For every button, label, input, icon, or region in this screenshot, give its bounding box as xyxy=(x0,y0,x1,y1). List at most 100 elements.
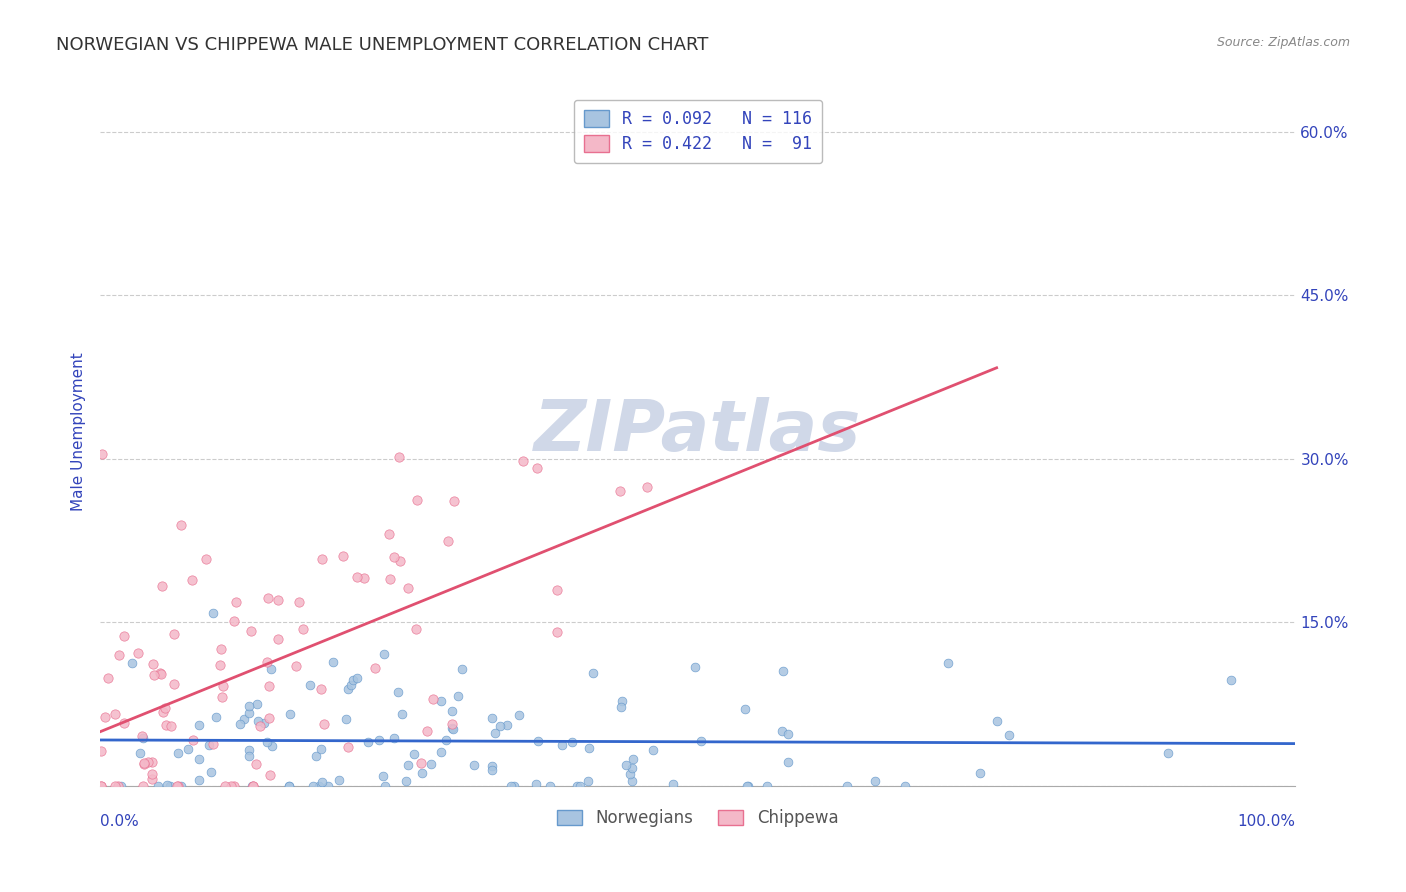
Point xyxy=(232,712,254,726)
Point xyxy=(256,591,278,606)
Point xyxy=(373,779,395,793)
Point xyxy=(302,779,325,793)
Point xyxy=(167,746,190,760)
Point xyxy=(484,726,506,740)
Text: 100.0%: 100.0% xyxy=(1237,814,1295,830)
Point xyxy=(434,733,457,747)
Point xyxy=(311,552,333,566)
Point xyxy=(181,573,204,587)
Point xyxy=(142,668,165,682)
Point xyxy=(181,733,204,747)
Point xyxy=(512,454,534,468)
Point xyxy=(166,779,188,793)
Point xyxy=(131,731,153,746)
Point xyxy=(219,779,242,793)
Point xyxy=(198,738,221,752)
Point xyxy=(527,733,550,747)
Point xyxy=(481,763,503,777)
Point xyxy=(447,690,470,704)
Point xyxy=(242,779,264,793)
Point xyxy=(240,624,263,638)
Point xyxy=(132,779,155,793)
Point xyxy=(200,764,222,779)
Point xyxy=(546,583,568,598)
Point xyxy=(277,779,299,793)
Point xyxy=(146,779,169,793)
Point xyxy=(389,554,412,568)
Point xyxy=(177,742,200,756)
Point xyxy=(256,655,278,669)
Point xyxy=(287,595,309,609)
Point xyxy=(229,717,252,731)
Point xyxy=(166,779,188,793)
Point xyxy=(211,690,233,704)
Point xyxy=(170,779,193,793)
Point xyxy=(152,705,174,719)
Point xyxy=(1219,673,1241,688)
Y-axis label: Male Unemployment: Male Unemployment xyxy=(72,352,86,511)
Point xyxy=(314,716,336,731)
Point xyxy=(437,533,460,548)
Point xyxy=(619,766,641,780)
Point xyxy=(382,549,405,564)
Point xyxy=(756,779,779,793)
Point xyxy=(187,718,209,732)
Point xyxy=(155,701,177,715)
Point xyxy=(737,779,759,793)
Point xyxy=(863,774,886,789)
Point xyxy=(551,739,574,753)
Point xyxy=(127,646,149,660)
Point xyxy=(257,711,280,725)
Point xyxy=(136,755,159,769)
Point xyxy=(94,710,117,724)
Point xyxy=(240,779,263,793)
Point xyxy=(155,718,177,732)
Point xyxy=(335,712,357,726)
Point xyxy=(481,711,503,725)
Point xyxy=(262,739,284,753)
Point xyxy=(489,718,512,732)
Point xyxy=(441,721,464,735)
Point xyxy=(309,742,332,756)
Point xyxy=(107,648,129,662)
Point xyxy=(998,728,1021,742)
Point xyxy=(222,779,245,793)
Point xyxy=(416,724,439,739)
Point xyxy=(104,779,127,793)
Point xyxy=(346,570,368,584)
Point xyxy=(685,660,707,674)
Point xyxy=(163,627,186,641)
Point xyxy=(141,772,163,787)
Point xyxy=(623,752,645,766)
Point xyxy=(214,779,236,793)
Point xyxy=(576,773,599,788)
Point xyxy=(201,606,224,620)
Point xyxy=(609,483,631,498)
Point xyxy=(187,772,209,787)
Point xyxy=(149,666,172,681)
Point xyxy=(524,777,547,791)
Text: 0.0%: 0.0% xyxy=(100,814,139,830)
Point xyxy=(382,731,405,746)
Text: NORWEGIAN VS CHIPPEWA MALE UNEMPLOYMENT CORRELATION CHART: NORWEGIAN VS CHIPPEWA MALE UNEMPLOYMENT … xyxy=(56,36,709,54)
Point xyxy=(160,719,183,733)
Point xyxy=(159,779,181,793)
Point xyxy=(342,673,364,687)
Point xyxy=(332,549,354,563)
Point xyxy=(97,671,120,685)
Point xyxy=(772,665,794,679)
Point xyxy=(430,745,453,759)
Point xyxy=(662,776,685,790)
Point xyxy=(328,773,350,788)
Point xyxy=(734,702,756,716)
Point xyxy=(567,779,589,793)
Point xyxy=(620,774,643,789)
Point xyxy=(195,551,218,566)
Point xyxy=(894,779,917,793)
Point xyxy=(986,714,1008,729)
Point xyxy=(205,709,228,723)
Point xyxy=(969,765,991,780)
Point xyxy=(90,744,112,758)
Point xyxy=(636,480,658,494)
Point xyxy=(378,572,401,586)
